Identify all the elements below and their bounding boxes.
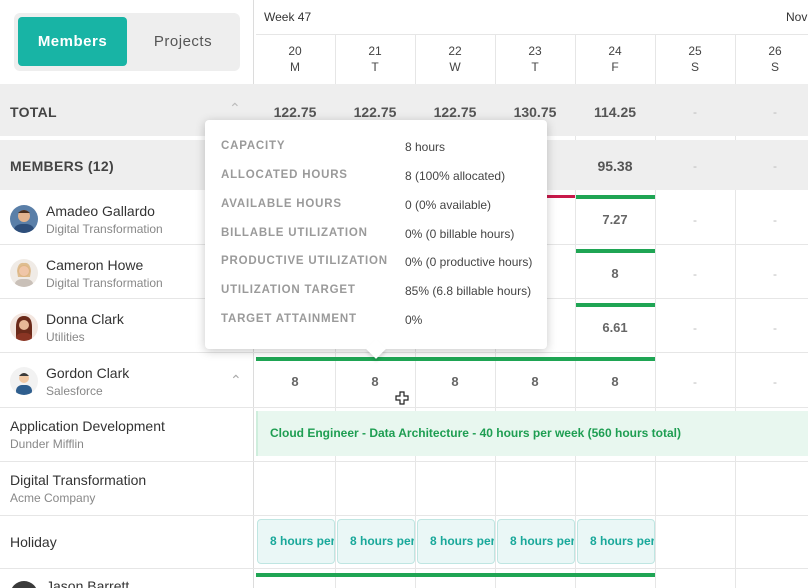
total-value: 122.75 [433, 104, 477, 120]
project-name: Application Development [10, 418, 165, 434]
member-hours: - [693, 375, 697, 389]
allocation-bar [256, 573, 655, 577]
holiday-chip[interactable]: 8 hours per day [257, 519, 335, 564]
allocation-bar [576, 249, 655, 253]
holiday-chip[interactable]: 8 hours per day [497, 519, 575, 564]
assignment-bar[interactable]: Cloud Engineer - Data Architecture - 40 … [256, 411, 808, 456]
row-separator [0, 461, 808, 462]
collapse-all-icon[interactable]: ⌃ [229, 100, 241, 116]
member-info[interactable]: Cameron Howe Digital Transformation [46, 257, 163, 290]
avatar [10, 581, 38, 588]
allocation-bar [576, 195, 655, 199]
project-client: Dunder Mifflin [10, 437, 84, 451]
member-hours: 8 [611, 266, 619, 281]
day-header: 22 W [448, 44, 462, 74]
projects-tab[interactable]: Projects [153, 33, 213, 50]
total-value: 130.75 [513, 104, 557, 120]
member-department: Salesforce [46, 384, 103, 398]
day-header: 21 T [368, 44, 382, 74]
member-hours: - [693, 213, 697, 227]
total-value: 114.25 [593, 104, 637, 120]
allocation-bar [256, 357, 655, 361]
member-hours: - [773, 375, 777, 389]
member-department: Digital Transformation [46, 222, 163, 236]
project-info[interactable]: Digital Transformation Acme Company [10, 472, 146, 505]
project-name: Digital Transformation [10, 472, 147, 488]
col-divider [735, 35, 736, 588]
member-hours: 8 [531, 374, 539, 389]
col-divider [655, 35, 656, 588]
day-header: 25 S [688, 44, 702, 74]
member-info[interactable]: Donna Clark Utilities [46, 311, 124, 344]
project-name[interactable]: Holiday [10, 534, 57, 550]
day-header: 24 F [608, 44, 622, 74]
row-separator [0, 407, 808, 408]
project-client: Acme Company [10, 491, 96, 505]
members-count-label: MEMBERS (12) [10, 158, 114, 174]
member-hours: 8 [371, 374, 379, 389]
row-separator [0, 515, 808, 516]
avatar [10, 205, 38, 233]
member-hours: 6.61 [602, 320, 628, 335]
member-hours: 8 [451, 374, 459, 389]
member-name: Gordon Clark [46, 365, 130, 381]
members-value: - [773, 159, 777, 173]
member-info[interactable]: Amadeo Gallardo Digital Transformation [46, 203, 163, 236]
day-header: 26 S [768, 44, 782, 74]
view-toggle: Members Projects [14, 13, 240, 71]
members-value: 95.38 [597, 158, 633, 174]
member-hours: - [773, 267, 777, 281]
project-info[interactable]: Application Development Dunder Mifflin [10, 418, 165, 451]
allocation-bar [576, 303, 655, 307]
day-header: 23 T [528, 44, 542, 74]
member-department: Utilities [46, 330, 85, 344]
member-name: Amadeo Gallardo [46, 203, 155, 219]
total-value: - [693, 105, 697, 119]
row-separator [0, 568, 808, 569]
holiday-chip[interactable]: 8 hours per day [417, 519, 495, 564]
member-name: Donna Clark [46, 311, 124, 327]
col-divider [575, 35, 576, 588]
member-hours: 7.27 [602, 212, 628, 227]
members-tab[interactable]: Members [18, 17, 127, 66]
day-header: 20 M [288, 44, 302, 74]
holiday-chip[interactable]: 8 hours per day [337, 519, 415, 564]
member-name[interactable]: Jason Barrett [46, 578, 130, 588]
member-name: Cameron Howe [46, 257, 144, 273]
holiday-chip[interactable]: 8 hours per day [577, 519, 655, 564]
member-hours: 8 [611, 374, 619, 389]
avatar [10, 367, 38, 395]
member-hours: - [773, 321, 777, 335]
total-value: 122.75 [353, 104, 397, 120]
member-hours: - [773, 213, 777, 227]
members-value: - [693, 159, 697, 173]
collapse-icon[interactable]: ⌃ [230, 372, 242, 388]
row-separator [0, 352, 808, 353]
move-cursor-icon [395, 391, 409, 405]
avatar [10, 313, 38, 341]
member-hours: 8 [291, 374, 299, 389]
tooltip-arrow [366, 339, 386, 359]
month-label: Nov [786, 10, 808, 24]
member-hours: - [693, 267, 697, 281]
total-label: TOTAL [10, 104, 57, 120]
capacity-tooltip: CAPACITY 8 hours ALLOCATED HOURS 8 (100% a… [205, 120, 547, 359]
week-label: Week 47 [264, 10, 312, 24]
member-info[interactable]: Gordon Clark Salesforce [46, 365, 129, 398]
avatar [10, 259, 38, 287]
total-value: - [773, 105, 777, 119]
header-separator [256, 34, 808, 35]
total-value: 122.75 [273, 104, 317, 120]
member-department: Digital Transformation [46, 276, 163, 290]
member-hours: - [693, 321, 697, 335]
